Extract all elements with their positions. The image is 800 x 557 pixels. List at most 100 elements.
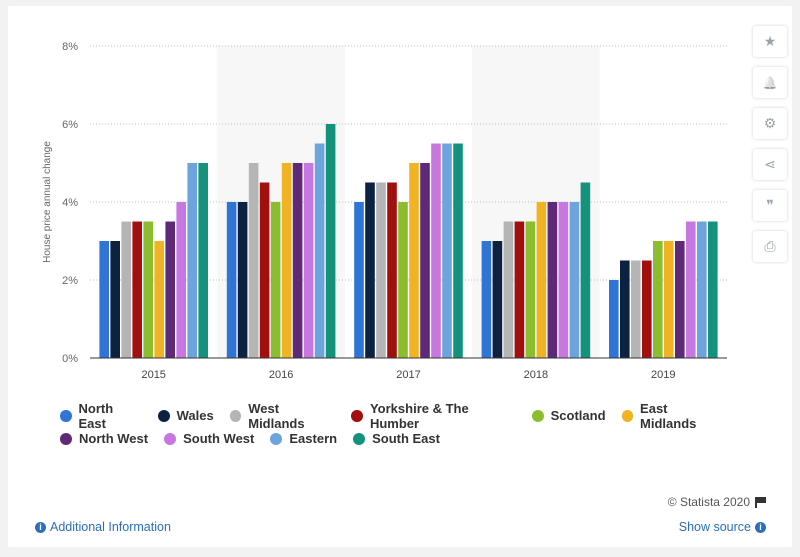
bar <box>609 280 619 358</box>
bar <box>620 260 630 358</box>
copyright[interactable]: © Statista 2020 <box>668 495 766 509</box>
legend-item[interactable]: Scotland <box>531 408 606 423</box>
y-tick-label: 0% <box>62 353 78 365</box>
legend-marker <box>270 432 283 445</box>
legend-label: East Midlands <box>640 400 697 431</box>
bell-icon: 🔔 <box>762 75 778 90</box>
bar <box>365 182 375 358</box>
legend-marker <box>164 432 177 445</box>
category-band <box>217 46 345 358</box>
bar <box>303 163 314 358</box>
copyright-text: © Statista 2020 <box>667 495 750 509</box>
legend-label: Eastern <box>289 431 338 446</box>
bell-button[interactable]: 🔔 <box>753 67 787 98</box>
bar <box>481 241 492 358</box>
legend-item[interactable]: Eastern <box>270 431 337 446</box>
bar <box>121 221 131 358</box>
star-button[interactable]: ★ <box>753 26 787 57</box>
bar <box>325 124 336 358</box>
legend-item[interactable]: North East <box>60 401 142 431</box>
bar <box>387 182 397 358</box>
gear-button[interactable]: ⚙ <box>753 108 787 139</box>
flag-icon[interactable] <box>755 496 766 508</box>
bar <box>503 221 514 358</box>
legend-label: Wales <box>176 408 214 423</box>
bar <box>99 241 109 358</box>
bar <box>187 163 197 358</box>
legend-item[interactable]: North West <box>60 431 148 446</box>
bar <box>708 221 718 358</box>
legend-marker <box>60 432 72 445</box>
share-icon: ⋖ <box>764 156 776 172</box>
y-tick-label: 8% <box>62 41 78 53</box>
legend-item[interactable]: Wales <box>157 408 214 423</box>
bar <box>354 202 364 358</box>
x-tick-label: 2017 <box>396 369 420 381</box>
bar <box>110 241 120 358</box>
show-source-link[interactable]: Show source i <box>679 520 766 534</box>
bar <box>143 221 153 358</box>
bar <box>453 143 463 358</box>
legend-label: North West <box>79 431 149 446</box>
print-icon: ⎙ <box>764 238 776 254</box>
x-tick-label: 2015 <box>141 369 165 381</box>
legend-item[interactable]: East Midlands <box>621 400 725 431</box>
bar <box>675 241 685 358</box>
legend-item[interactable]: Yorkshire & The Humber <box>351 401 515 431</box>
bar <box>653 241 663 358</box>
legend-marker <box>229 409 242 422</box>
bar <box>420 163 430 358</box>
bar <box>569 202 580 358</box>
legend-item[interactable]: West Midlands <box>229 400 336 431</box>
legend-row: North East Wales West Midlands Yorkshire & … <box>60 401 740 431</box>
bar <box>281 163 292 358</box>
bar <box>259 182 270 358</box>
bar <box>631 260 641 358</box>
bar <box>442 143 452 358</box>
x-tick-label: 2018 <box>524 369 548 381</box>
legend-marker <box>351 409 363 422</box>
category-band <box>472 46 600 358</box>
bar <box>270 202 281 358</box>
legend-marker <box>157 409 170 422</box>
legend-label: South West <box>183 431 255 446</box>
bar <box>547 202 558 358</box>
bar <box>431 143 441 358</box>
y-tick-label: 6% <box>62 119 78 131</box>
bar <box>492 241 503 358</box>
bar <box>514 221 525 358</box>
bar <box>248 163 259 358</box>
legend-marker <box>531 409 544 422</box>
bar <box>226 202 237 358</box>
chart-card: 0% 2% 4% 6% 8% House price annual change 2015 2… <box>8 6 792 547</box>
share-button[interactable]: ⋖ <box>753 149 787 180</box>
legend-marker <box>60 409 72 422</box>
bar <box>558 202 569 358</box>
legend-item[interactable]: South East <box>353 431 440 446</box>
star-icon: ★ <box>763 33 777 49</box>
legend-label: West Midlands <box>248 400 305 431</box>
bar <box>176 202 186 358</box>
quote-button[interactable]: ❞ <box>753 190 787 221</box>
bar <box>132 221 142 358</box>
bar <box>642 260 652 358</box>
legend: North East Wales West Midlands Yorkshire & … <box>60 401 740 450</box>
bar <box>697 221 707 358</box>
y-tick-label: 2% <box>62 275 78 287</box>
chart-toolbar: ★ 🔔 ⚙ ⋖ ❞ ⎙ <box>753 26 787 272</box>
show-source-label: Show source <box>678 520 751 534</box>
print-button[interactable]: ⎙ <box>753 231 787 262</box>
bar <box>525 221 536 358</box>
additional-information-label: Additional Information <box>50 520 171 534</box>
bar <box>154 241 164 358</box>
bar <box>580 182 591 358</box>
bar <box>165 221 175 358</box>
y-tick-label: 4% <box>62 197 78 209</box>
additional-information-link[interactable]: i Additional Information <box>35 520 171 534</box>
x-tick-label: 2016 <box>269 369 293 381</box>
quote-icon: ❞ <box>766 197 774 213</box>
gear-icon: ⚙ <box>763 115 777 131</box>
bar <box>292 163 303 358</box>
legend-marker <box>353 432 366 445</box>
legend-item[interactable]: South West <box>164 431 254 446</box>
